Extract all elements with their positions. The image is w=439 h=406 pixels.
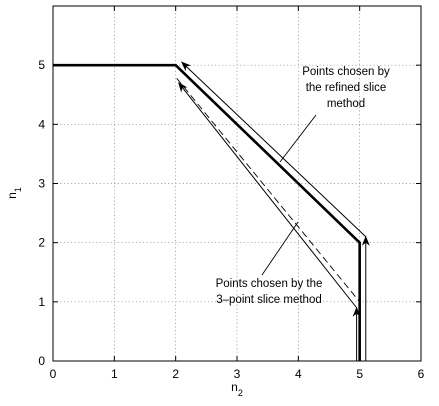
x-tick-label: 4 bbox=[295, 367, 302, 381]
ticks: 0 1 2 3 4 5 6 0 1 2 3 4 5 bbox=[38, 6, 425, 381]
x-tick-label: 5 bbox=[356, 367, 363, 381]
annotation-refined-line-3: method bbox=[327, 98, 365, 110]
y-axis-label-sub: 1 bbox=[13, 187, 23, 192]
series-layer bbox=[53, 61, 370, 361]
thick-boundary-line bbox=[53, 63, 361, 361]
dashed-3point-line bbox=[175, 76, 361, 361]
x-axis-label-sub: 2 bbox=[238, 388, 243, 398]
annotation-refined-line-2: the refined slice bbox=[306, 82, 387, 94]
y-tick-label: 1 bbox=[38, 295, 45, 309]
x-axis-label: n2 bbox=[231, 380, 243, 398]
svg-text:n1: n1 bbox=[5, 187, 23, 199]
annotations: Points chosen by the refined slice metho… bbox=[216, 66, 390, 306]
annotation-refined-pointer bbox=[279, 114, 317, 163]
annotation-3point-pointer bbox=[261, 221, 299, 276]
refined-slice-arrows-segment-2 bbox=[181, 61, 367, 238]
x-tick-label: 3 bbox=[234, 367, 241, 381]
x-tick-label: 0 bbox=[50, 367, 57, 381]
y-axis-label-main: n bbox=[5, 192, 19, 199]
x-tick-label: 6 bbox=[418, 367, 425, 381]
x-tick-label: 1 bbox=[111, 367, 118, 381]
annotation-refined-line-1: Points chosen by bbox=[302, 66, 390, 78]
annotation-3point-line-2: 3–point slice method bbox=[216, 294, 321, 306]
x-tick-label: 2 bbox=[172, 367, 179, 381]
x-axis-label-main: n bbox=[231, 380, 238, 394]
y-tick-label: 3 bbox=[38, 177, 45, 191]
svg-text:n2: n2 bbox=[231, 380, 243, 398]
y-tick-label: 5 bbox=[38, 58, 45, 72]
y-tick-label: 2 bbox=[38, 236, 45, 250]
annotation-3point-line-1: Points chosen by the bbox=[216, 278, 323, 290]
y-axis-label: n1 bbox=[5, 187, 23, 199]
three-point-slice-arrows-segment-2 bbox=[178, 82, 357, 309]
y-tick-label: 0 bbox=[38, 354, 45, 368]
y-tick-label: 4 bbox=[38, 117, 45, 131]
